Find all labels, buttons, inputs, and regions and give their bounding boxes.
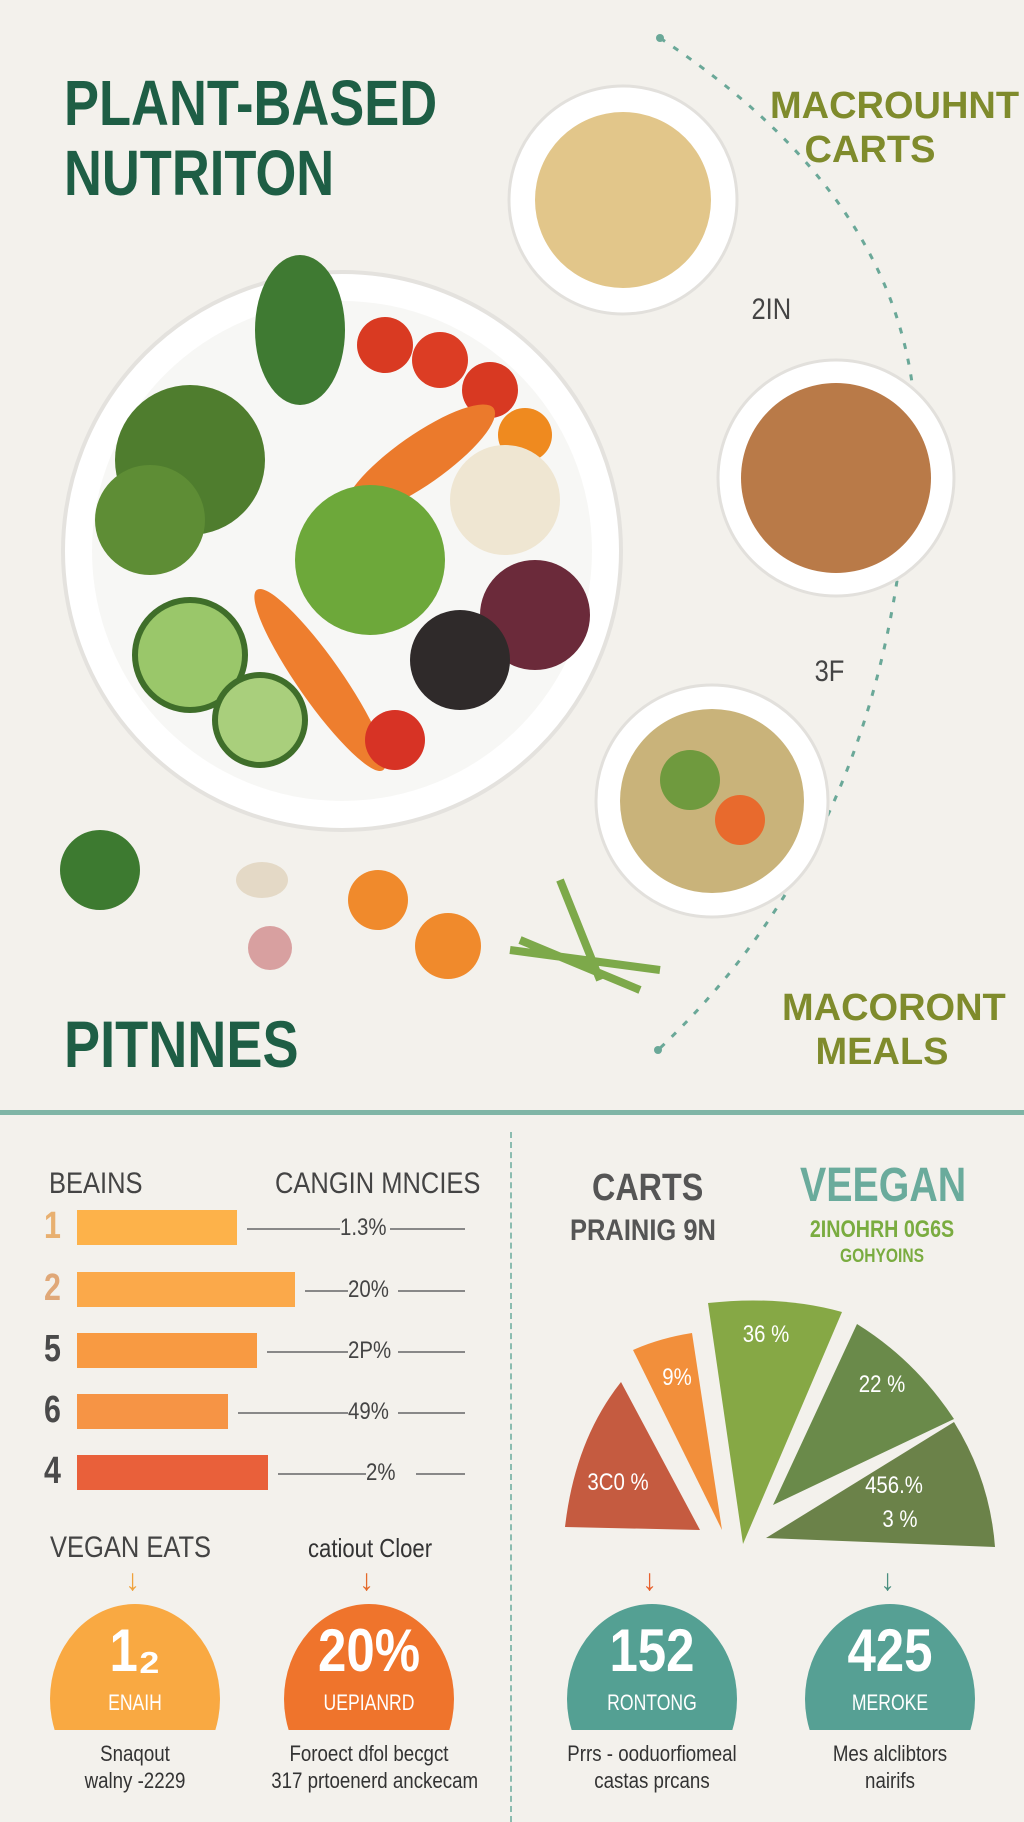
chickpea-bowl bbox=[716, 358, 956, 598]
bar-value: 2% bbox=[366, 1459, 396, 1486]
bar bbox=[77, 1333, 257, 1368]
bar-rank: 2 bbox=[44, 1267, 61, 1309]
caption-line: Mes alclibtors bbox=[832, 1741, 948, 1766]
vegan-subtitle-2: GOHYOINS bbox=[840, 1246, 924, 1267]
title-line-2: NUTRITON bbox=[64, 137, 335, 209]
vegan-title: VEEGAN bbox=[800, 1159, 967, 1212]
arrow-down-icon: ↓ bbox=[642, 1564, 657, 1597]
caption-line: castas prcans bbox=[594, 1768, 710, 1793]
section-divider bbox=[0, 1110, 1024, 1115]
pie-slice bbox=[633, 1333, 722, 1530]
caption-line: Snaqout bbox=[100, 1741, 170, 1766]
pie-slice bbox=[565, 1382, 700, 1530]
bar-value: 1.3% bbox=[340, 1214, 387, 1241]
food-illustration bbox=[60, 34, 956, 1054]
stat-badge: 20% UEPIANRD bbox=[284, 1604, 454, 1730]
dotted-path bbox=[656, 36, 918, 1052]
stat-label: ENAIH bbox=[108, 1690, 162, 1715]
label-line: MEALS bbox=[815, 1031, 949, 1073]
caption-line: 317 prtoenerd anckecam bbox=[271, 1768, 479, 1793]
plate bbox=[61, 255, 623, 832]
slice-label: 36 % bbox=[742, 1321, 790, 1348]
bar-rank: 1 bbox=[44, 1205, 61, 1247]
stat-caption: Foroect dfol becgct 317 prtoenerd anckeca… bbox=[271, 1740, 479, 1794]
leader-line bbox=[398, 1412, 465, 1414]
bars-header-right: CANGIN MNCIES bbox=[275, 1167, 481, 1200]
bar bbox=[77, 1272, 295, 1307]
stat-caption: Mes alclibtors nairifs bbox=[792, 1740, 988, 1794]
stat-label: UEPIANRD bbox=[323, 1690, 415, 1715]
stats-heading-mid: catiout Cloer bbox=[308, 1533, 433, 1563]
caption-line: Prrs - ooduorfiomeal bbox=[567, 1741, 737, 1766]
arrow-down-icon: ↓ bbox=[880, 1564, 895, 1597]
bar bbox=[77, 1210, 237, 1245]
leader-line bbox=[278, 1473, 366, 1475]
section-title: PITNNES bbox=[64, 1007, 299, 1081]
garnish bbox=[60, 830, 661, 994]
stat-value: 152 bbox=[609, 1617, 695, 1684]
vegan-subtitle: 2INOHRH 0G6S bbox=[809, 1216, 955, 1243]
step-label-1: 2IN bbox=[751, 293, 792, 326]
stat-value: 425 bbox=[847, 1617, 933, 1684]
stat-badge: 425 MEROKE bbox=[805, 1604, 975, 1730]
bar-value: 20% bbox=[348, 1276, 389, 1303]
veggie-bowl bbox=[594, 683, 830, 919]
bar bbox=[77, 1394, 228, 1429]
meals-label: MACORONT MEALS bbox=[782, 986, 1006, 1074]
column-divider bbox=[510, 1132, 512, 1822]
leader-line bbox=[390, 1228, 465, 1230]
slice-label-2: 3 % bbox=[882, 1506, 918, 1533]
leader-line bbox=[305, 1290, 348, 1292]
stat-badge: 1₂ ENAIH bbox=[50, 1604, 220, 1730]
caption-line: Foroect dfol becgct bbox=[289, 1741, 449, 1766]
label-line: CARTS bbox=[804, 129, 936, 171]
stats-heading-left: VEGAN EATS bbox=[50, 1531, 212, 1564]
stat-value: 20% bbox=[317, 1617, 421, 1684]
slice-label: 9% bbox=[662, 1364, 692, 1391]
step-label-2: 3F bbox=[814, 655, 845, 688]
bar-rank: 6 bbox=[44, 1389, 61, 1431]
leader-line bbox=[398, 1290, 465, 1292]
title-line-1: PLANT-BASED bbox=[64, 67, 438, 139]
bar-value: 49% bbox=[348, 1398, 389, 1425]
bar-rank: 5 bbox=[44, 1328, 61, 1370]
stat-label: RONTONG bbox=[607, 1690, 697, 1715]
pie-slice bbox=[708, 1300, 842, 1544]
grain-bowl bbox=[507, 84, 739, 316]
arrow-down-icon: ↓ bbox=[125, 1564, 140, 1597]
stat-label: MEROKE bbox=[851, 1690, 929, 1715]
bars-header-left: BEAINS bbox=[49, 1167, 143, 1200]
slice-label: 3C0 % bbox=[587, 1469, 649, 1496]
pie-heading: CARTS bbox=[592, 1167, 704, 1209]
stat-caption: Snaqout walny -2229 bbox=[37, 1740, 233, 1794]
stat-badge: 152 RONTONG bbox=[567, 1604, 737, 1730]
bar-rank: 4 bbox=[44, 1450, 61, 1492]
leader-line bbox=[247, 1228, 340, 1230]
bar-value: 2P% bbox=[348, 1337, 392, 1364]
leader-line bbox=[238, 1412, 348, 1414]
page-title: PLANT-BASED NUTRITON bbox=[64, 68, 437, 208]
caption-line: nairifs bbox=[865, 1768, 915, 1793]
slice-label: 22 % bbox=[858, 1371, 906, 1398]
caption-line: walny -2229 bbox=[84, 1768, 186, 1793]
stat-value: 1₂ bbox=[109, 1617, 161, 1684]
slice-label: 456.% bbox=[865, 1472, 923, 1499]
arrow-down-icon: ↓ bbox=[359, 1564, 374, 1597]
pie-slice bbox=[766, 1422, 995, 1547]
leader-line bbox=[416, 1473, 465, 1475]
leader-line bbox=[267, 1351, 348, 1353]
pie-subheading: PRAINIG 9N bbox=[570, 1214, 716, 1247]
bar bbox=[77, 1455, 268, 1490]
stat-caption: Prrs - ooduorfiomeal castas prcans bbox=[554, 1740, 750, 1794]
leader-line bbox=[398, 1351, 465, 1353]
label-line: MACORONT bbox=[782, 987, 1006, 1029]
pie-slice bbox=[773, 1324, 954, 1505]
